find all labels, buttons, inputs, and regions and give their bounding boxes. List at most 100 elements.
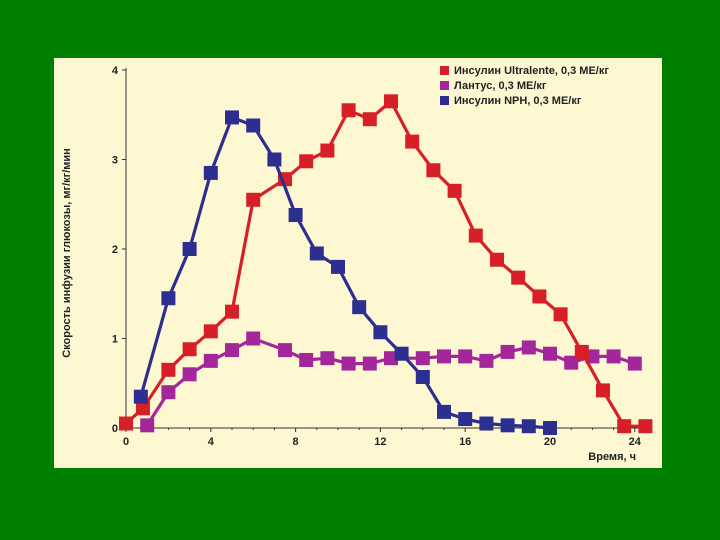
data-point-marker <box>288 207 303 222</box>
data-point-marker <box>299 154 314 169</box>
data-point-marker <box>133 389 148 404</box>
data-point-marker <box>278 343 292 358</box>
data-point-marker <box>564 355 579 370</box>
y-tick-label: 1 <box>112 334 118 346</box>
series-group <box>119 94 653 434</box>
data-point-marker <box>490 252 504 267</box>
data-point-marker <box>437 349 451 364</box>
x-axis-title: Время, ч <box>588 451 636 463</box>
data-point-marker <box>415 351 430 366</box>
data-point-marker <box>341 103 356 118</box>
x-ticks: 0 4 8 12 16 20 24 <box>123 428 642 448</box>
data-point-marker <box>384 94 398 109</box>
legend-swatch <box>440 96 449 105</box>
x-tick-label: 0 <box>123 436 129 448</box>
data-point-marker <box>447 183 462 198</box>
x-tick-label: 16 <box>459 436 471 448</box>
data-point-marker <box>182 242 197 256</box>
y-tick-label: 3 <box>112 155 118 167</box>
data-point-marker <box>468 228 483 243</box>
data-point-marker <box>225 110 239 125</box>
data-point-marker <box>596 383 610 398</box>
y-axis-title: Скорость инфузии глюкозы, мг/кг/мин <box>61 148 73 358</box>
data-point-marker <box>161 291 176 306</box>
data-point-marker <box>415 369 430 384</box>
data-point-marker <box>543 346 557 361</box>
data-point-marker <box>309 246 324 261</box>
x-tick-label: 20 <box>544 436 556 448</box>
data-point-marker <box>627 356 642 371</box>
data-point-marker <box>500 418 515 433</box>
data-point-marker <box>362 112 377 127</box>
data-point-marker <box>182 342 197 357</box>
y-tick-label: 0 <box>112 423 118 435</box>
data-point-marker <box>246 331 261 346</box>
x-tick-label: 24 <box>629 436 642 448</box>
data-point-marker <box>405 134 420 149</box>
data-point-marker <box>246 118 261 133</box>
data-point-marker <box>553 307 568 322</box>
series-group <box>133 110 557 435</box>
data-point-marker <box>606 349 621 364</box>
data-point-marker <box>225 304 239 319</box>
series-group <box>140 331 642 433</box>
x-tick-label: 4 <box>208 436 215 448</box>
legend-swatch <box>440 66 449 75</box>
legend: Инсулин Ultralente, 0,3 МЕ/кг Лантус, 0,3… <box>440 65 609 107</box>
data-point-marker <box>320 143 335 158</box>
legend-label: Инсулин Ultralente, 0,3 МЕ/кг <box>454 65 609 77</box>
data-point-marker <box>458 349 473 364</box>
data-point-marker <box>203 165 218 180</box>
data-point-marker <box>373 325 388 340</box>
legend-swatch <box>440 81 449 90</box>
x-tick-label: 8 <box>293 436 299 448</box>
data-point-marker <box>203 324 218 339</box>
data-point-marker <box>479 353 494 368</box>
data-point-marker <box>585 349 600 364</box>
data-point-marker <box>161 362 176 377</box>
data-point-marker <box>140 418 155 433</box>
y-ticks: 0 1 2 3 4 <box>112 65 126 435</box>
data-point-marker <box>267 152 282 167</box>
y-tick-label: 2 <box>112 244 118 256</box>
data-point-marker <box>135 401 150 416</box>
data-point-marker <box>225 343 239 358</box>
data-point-marker <box>437 404 451 419</box>
data-point-marker <box>543 421 557 435</box>
x-tick-label: 12 <box>374 436 386 448</box>
data-point-marker <box>426 163 441 178</box>
y-tick-label: 4 <box>112 65 119 77</box>
data-point-marker <box>119 416 133 431</box>
data-point-marker <box>352 300 367 315</box>
legend-label: Инсулин NPH, 0,3 МЕ/кг <box>454 95 582 107</box>
data-point-marker <box>617 419 632 434</box>
series <box>119 94 653 435</box>
data-point-marker <box>182 367 197 382</box>
data-point-marker <box>532 289 547 304</box>
data-point-marker <box>299 352 314 367</box>
data-point-marker <box>362 356 377 371</box>
data-point-marker <box>479 416 494 431</box>
data-point-marker <box>161 385 176 400</box>
series-line <box>124 99 646 428</box>
data-point-marker <box>521 419 536 434</box>
data-point-marker <box>203 353 218 368</box>
data-point-marker <box>331 259 345 274</box>
data-point-marker <box>246 192 261 207</box>
axes <box>125 68 652 429</box>
series-line <box>139 115 551 430</box>
data-point-marker <box>320 351 335 366</box>
data-point-marker <box>574 344 589 359</box>
data-point-marker <box>521 340 536 355</box>
data-point-marker <box>511 270 526 285</box>
data-point-marker <box>384 351 398 366</box>
data-point-marker <box>394 346 409 361</box>
data-point-marker <box>500 344 515 359</box>
data-point-marker <box>638 419 653 434</box>
legend-label: Лантус, 0,3 МЕ/кг <box>454 80 547 92</box>
data-point-marker <box>458 412 473 427</box>
data-point-marker <box>341 356 356 371</box>
